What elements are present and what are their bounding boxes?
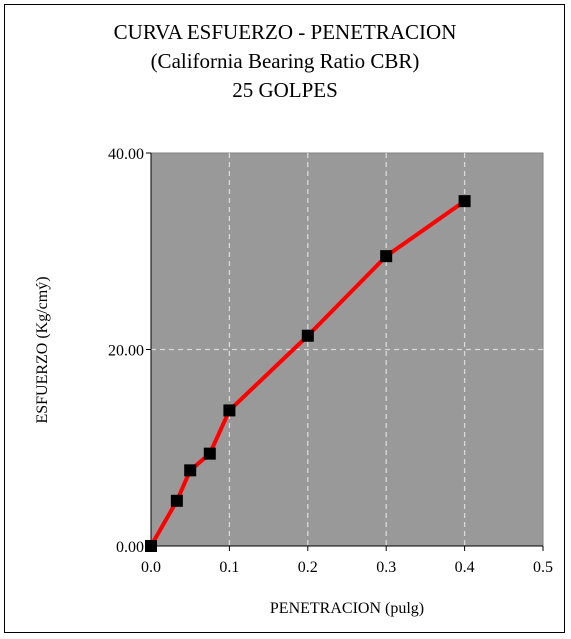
data-point (223, 404, 236, 417)
y-tick-label: 40.00 (108, 146, 144, 163)
y-tick-labels: 0.00 20.00 40.00 (108, 146, 144, 556)
y-axis-label: ESFUERZO (Kg/cmý) (34, 276, 51, 423)
data-point (170, 494, 183, 507)
data-point (145, 540, 157, 552)
data-point (458, 195, 471, 208)
chart-subtitle-2: 25 GOLPES (232, 78, 338, 102)
x-tick-label: 0.3 (376, 559, 396, 576)
data-point (184, 464, 197, 477)
data-point (380, 250, 393, 263)
data-point (203, 447, 216, 460)
chart-title: CURVA ESFUERZO - PENETRACION (114, 20, 457, 44)
x-axis-label: PENETRACION (pulg) (270, 600, 424, 617)
grid-lines (151, 153, 543, 546)
x-tick-label: 0.5 (533, 559, 553, 576)
x-tick-label: 0.0 (141, 559, 161, 576)
x-tick-label: 0.4 (455, 559, 475, 576)
data-point (301, 329, 314, 342)
y-tick-label: 20.00 (108, 343, 144, 360)
series-markers (145, 195, 471, 552)
x-tick-label: 0.2 (298, 559, 318, 576)
x-tick-label: 0.1 (219, 559, 239, 576)
y-tick-label: 0.00 (116, 539, 144, 556)
chart-subtitle: (California Bearing Ratio CBR) (151, 49, 420, 73)
x-tick-labels: 0.0 0.1 0.2 0.3 0.4 0.5 (141, 559, 553, 576)
